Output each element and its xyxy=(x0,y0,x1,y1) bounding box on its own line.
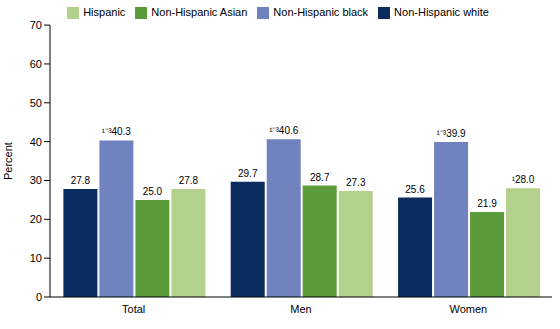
svg-text:70: 70 xyxy=(30,19,42,31)
svg-text:Women: Women xyxy=(449,303,487,315)
svg-text:29.7: 29.7 xyxy=(238,168,258,179)
svg-text:Men: Men xyxy=(290,303,311,315)
svg-text:20: 20 xyxy=(30,213,42,225)
svg-text:30: 30 xyxy=(30,174,42,186)
html-text:Hispanic: Hispanic xyxy=(83,6,126,18)
svg-text:Total: Total xyxy=(122,303,145,315)
svg-text:¹⁻³40.6: ¹⁻³40.6 xyxy=(269,125,299,136)
svg-text:27.8: 27.8 xyxy=(179,175,199,186)
svg-text:21.9: 21.9 xyxy=(477,198,497,209)
svg-text:10: 10 xyxy=(30,252,42,264)
svg-text:28.7: 28.7 xyxy=(310,172,330,183)
svg-text:0: 0 xyxy=(36,291,42,303)
svg-text:60: 60 xyxy=(30,58,42,70)
svg-text:27.8: 27.8 xyxy=(71,175,91,186)
svg-text:40: 40 xyxy=(30,136,42,148)
html-text:Non-Hispanic white: Non-Hispanic white xyxy=(394,6,489,18)
svg-text:50: 50 xyxy=(30,97,42,109)
html-text:Non-Hispanic black: Non-Hispanic black xyxy=(273,6,369,18)
html-text:Non-Hispanic Asian: Non-Hispanic Asian xyxy=(151,6,248,18)
svg-text:Percent: Percent xyxy=(8,142,14,180)
svg-text:27.3: 27.3 xyxy=(346,177,366,188)
svg-text:¹⁻³40.3: ¹⁻³40.3 xyxy=(102,126,132,137)
svg-text:25.6: 25.6 xyxy=(405,184,425,195)
svg-text:¹28.0: ¹28.0 xyxy=(512,174,535,185)
svg-text:25.0: 25.0 xyxy=(143,186,163,197)
svg-text:¹⁻³39.9: ¹⁻³39.9 xyxy=(436,128,466,139)
